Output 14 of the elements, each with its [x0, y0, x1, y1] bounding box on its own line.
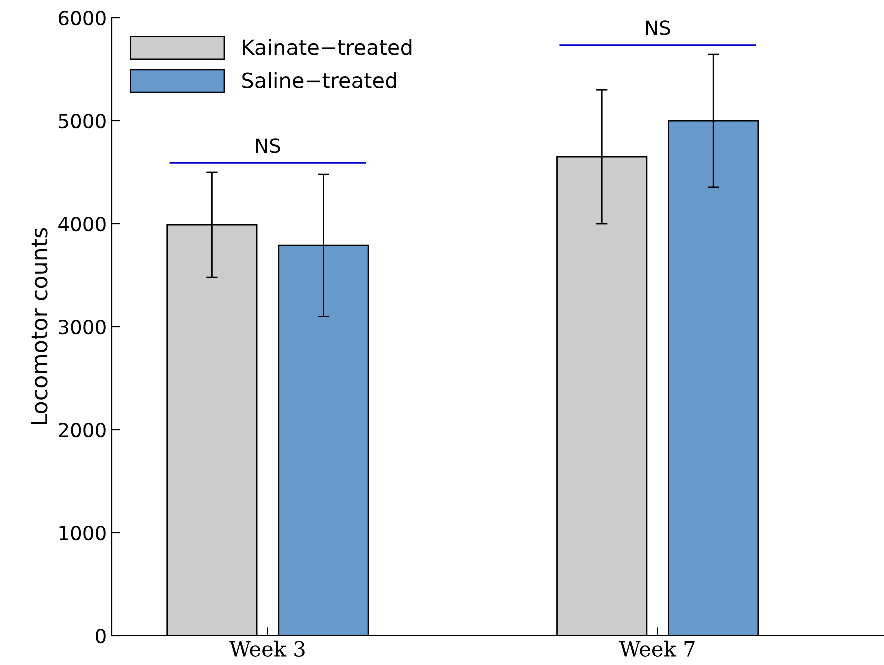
legend-label: Saline−treated	[242, 72, 396, 89]
annotation: NS	[256, 138, 280, 154]
y-axis-title: Locomotor counts	[31, 228, 48, 425]
y-tick-label: 4000	[58, 216, 106, 232]
y-tick-label: 5000	[59, 114, 106, 129]
y-tick-label: 1000	[60, 526, 106, 541]
y-tick-label: 0	[96, 628, 106, 644]
y-tick-label: 3000	[59, 320, 106, 335]
x-tick-label: Week 7	[620, 640, 695, 657]
y-tick-label: 6000	[59, 10, 106, 26]
x-tick-label: Week 3	[230, 640, 305, 657]
annotation: NS	[646, 20, 670, 36]
y-tick-label: 2000	[59, 422, 106, 438]
legend-label: Kainate−treated	[243, 39, 412, 56]
